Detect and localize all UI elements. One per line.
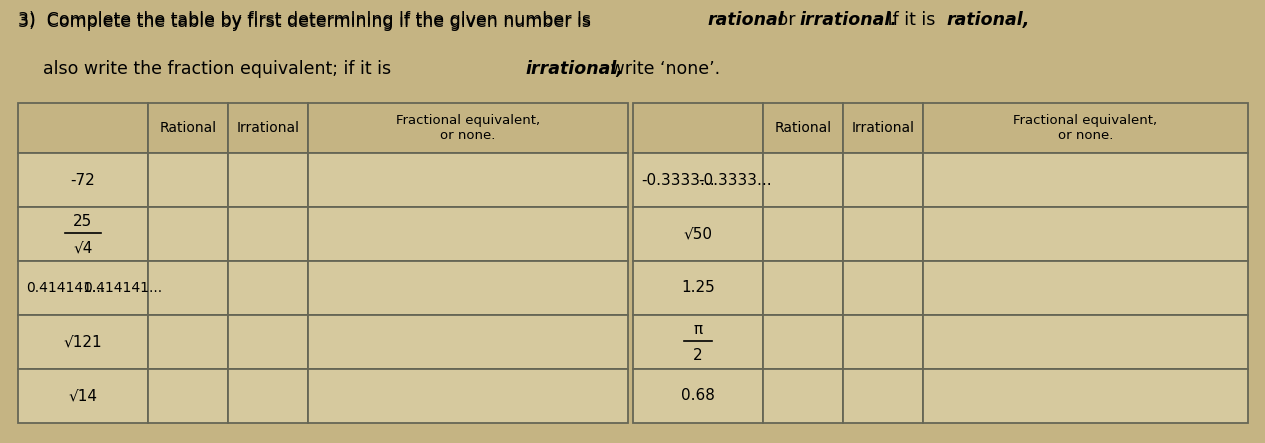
Text: Irrational: Irrational <box>237 121 300 135</box>
Bar <box>923 261 1249 315</box>
Bar <box>307 261 627 315</box>
Text: 2: 2 <box>693 349 703 364</box>
Bar <box>228 315 307 369</box>
Bar <box>18 153 148 207</box>
Bar <box>148 315 228 369</box>
Text: -72: -72 <box>71 172 95 187</box>
Bar <box>632 103 763 153</box>
Text: π: π <box>693 322 702 337</box>
Text: -0.3333...: -0.3333... <box>641 172 715 187</box>
Text: irrational,: irrational, <box>525 60 622 78</box>
Text: √50: √50 <box>683 226 712 241</box>
Text: rational,: rational, <box>946 11 1030 29</box>
Bar <box>228 153 307 207</box>
Bar <box>842 261 923 315</box>
Bar <box>307 315 627 369</box>
Text: √121: √121 <box>63 334 102 350</box>
Text: or: or <box>772 11 801 29</box>
Bar <box>923 369 1249 423</box>
Bar <box>148 153 228 207</box>
Text: Fractional equivalent,
or none.: Fractional equivalent, or none. <box>396 114 540 142</box>
Bar <box>228 261 307 315</box>
Bar <box>842 207 923 261</box>
Bar <box>148 207 228 261</box>
Text: If it is: If it is <box>882 11 941 29</box>
Bar <box>763 207 842 261</box>
Bar <box>228 369 307 423</box>
Bar <box>632 369 763 423</box>
Text: 3)  Complete the table by first determining if the given number is: 3) Complete the table by first determini… <box>18 13 597 31</box>
Bar <box>18 369 148 423</box>
Text: 3)  Complete the table by first determining if the given number is: 3) Complete the table by first determini… <box>18 11 596 29</box>
Bar <box>763 315 842 369</box>
Bar <box>307 207 627 261</box>
Text: irrational.: irrational. <box>799 11 897 29</box>
Bar <box>228 103 307 153</box>
Bar <box>763 369 842 423</box>
Bar <box>842 369 923 423</box>
Text: write ‘none’.: write ‘none’. <box>605 60 720 78</box>
Bar <box>923 207 1249 261</box>
Bar <box>632 153 763 207</box>
Text: 0.414141...: 0.414141... <box>27 281 105 295</box>
Bar <box>18 103 148 153</box>
Bar <box>923 103 1249 153</box>
Bar <box>923 153 1249 207</box>
Bar <box>842 103 923 153</box>
Text: 0.414141...: 0.414141... <box>83 281 162 295</box>
Text: Rational: Rational <box>774 121 831 135</box>
Bar <box>632 315 763 369</box>
Text: rational: rational <box>707 11 784 29</box>
Text: Irrational: Irrational <box>851 121 915 135</box>
Bar <box>148 103 228 153</box>
Bar <box>307 153 627 207</box>
Text: Fractional equivalent,
or none.: Fractional equivalent, or none. <box>1013 114 1157 142</box>
Bar <box>18 207 148 261</box>
Bar <box>228 207 307 261</box>
Bar <box>763 153 842 207</box>
Bar <box>763 103 842 153</box>
Bar <box>148 369 228 423</box>
Bar <box>148 261 228 315</box>
Bar <box>842 315 923 369</box>
Text: √4: √4 <box>73 241 92 256</box>
Bar <box>307 103 627 153</box>
Bar <box>632 207 763 261</box>
Bar <box>763 261 842 315</box>
Text: also write the fraction equivalent; if it is: also write the fraction equivalent; if i… <box>43 60 397 78</box>
Bar <box>18 315 148 369</box>
Text: √14: √14 <box>68 389 97 404</box>
Text: 25: 25 <box>73 214 92 229</box>
Text: -0.3333...: -0.3333... <box>698 172 772 187</box>
Bar <box>923 315 1249 369</box>
Text: Rational: Rational <box>159 121 216 135</box>
Bar <box>842 153 923 207</box>
Bar <box>632 261 763 315</box>
Bar <box>307 369 627 423</box>
Text: 0.68: 0.68 <box>681 389 715 404</box>
Bar <box>18 261 148 315</box>
Text: 1.25: 1.25 <box>681 280 715 295</box>
